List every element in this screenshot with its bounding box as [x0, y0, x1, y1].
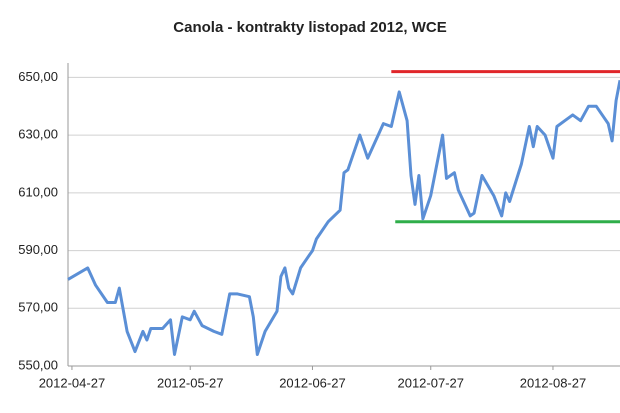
- x-tick-label: 2012-05-27: [157, 375, 224, 390]
- chart-title: Canola - kontrakty listopad 2012, WCE: [173, 19, 446, 36]
- y-tick-label: 650,00: [18, 69, 58, 84]
- price-line: [67, 80, 620, 356]
- y-tick-label: 610,00: [18, 184, 58, 199]
- y-tick-label: 570,00: [18, 300, 58, 315]
- y-tick-label: 590,00: [18, 242, 58, 257]
- y-tick-label: 550,00: [18, 357, 58, 372]
- y-tick-label: 630,00: [18, 127, 58, 142]
- x-tick-label: 2012-04-27: [39, 375, 106, 390]
- x-tick-label: 2012-07-27: [397, 375, 464, 390]
- x-tick-label: 2012-06-27: [279, 375, 346, 390]
- x-tick-label: 2012-08-27: [520, 375, 587, 390]
